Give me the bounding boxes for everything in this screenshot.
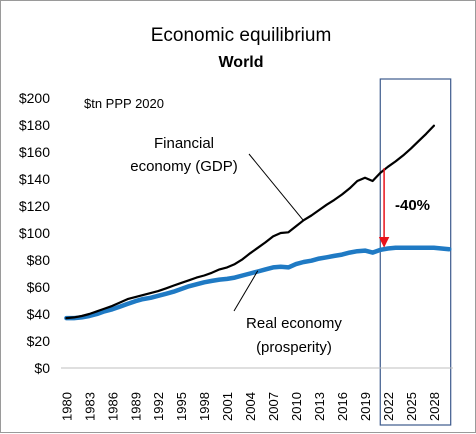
real-label-line1: Real economy (246, 315, 342, 332)
y-tick-label: $200 (19, 90, 50, 106)
x-tick-label: 2001 (220, 392, 235, 421)
x-tick-label: 1986 (105, 392, 120, 421)
y-tick-label: $40 (27, 306, 51, 322)
real-economy-line (64, 245, 452, 321)
x-tick-label: 2010 (289, 392, 304, 421)
x-tick-label: 1998 (197, 392, 212, 421)
x-tick-label: 1983 (82, 392, 97, 421)
y-tick-label: $180 (19, 117, 50, 133)
x-tick-label: 2022 (381, 392, 396, 421)
x-tick-label: 1989 (128, 392, 143, 421)
series-layer (64, 124, 452, 321)
forecast-highlight-box (379, 78, 452, 426)
x-axis-ticks: 1980 1983 1986 1989 1992 1995 1998 2001 2004 2007… (59, 392, 442, 421)
y-tick-label: $60 (27, 279, 51, 295)
unit-label: $tn PPP 2020 (84, 96, 164, 111)
x-tick-label: 2028 (427, 392, 442, 421)
x-tick-label: 1995 (174, 392, 189, 421)
chart-title: Economic equilibrium (151, 25, 332, 46)
financial-label-line2: economy (GDP) (130, 158, 238, 175)
y-tick-label: $0 (34, 360, 50, 376)
x-tick-label: 2016 (335, 392, 350, 421)
financial-label-line1: Financial (154, 135, 214, 152)
chart-subtitle: World (218, 54, 263, 71)
financial-label-leader (248, 153, 305, 222)
financial-economy-line (65, 124, 435, 320)
x-tick-label: 2004 (243, 392, 258, 421)
x-tick-label: 2025 (404, 392, 419, 421)
y-tick-label: $160 (19, 144, 50, 160)
real-label-line2: (prosperity) (256, 339, 332, 356)
gap-label: -40% (395, 197, 430, 214)
x-tick-label: 1992 (151, 392, 166, 421)
x-tick-label: 2007 (266, 392, 281, 421)
x-tick-label: 2019 (358, 392, 373, 421)
y-tick-label: $120 (19, 198, 50, 214)
x-tick-label: 1980 (59, 392, 74, 421)
y-tick-label: $140 (19, 171, 50, 187)
y-tick-label: $100 (19, 225, 50, 241)
y-tick-label: $20 (27, 333, 51, 349)
y-axis-ticks: $0 $20 $40 $60 $80 $100 $120 $140 $160 $180 $200 (19, 90, 50, 376)
y-tick-label: $80 (27, 252, 51, 268)
x-tick-label: 2013 (312, 392, 327, 421)
real-label-leader (233, 270, 259, 312)
